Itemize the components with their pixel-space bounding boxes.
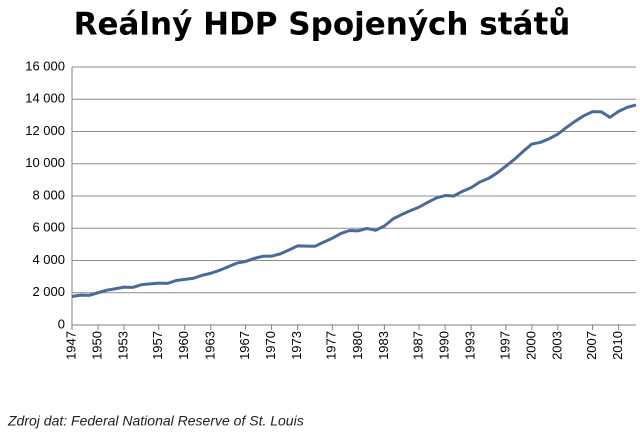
x-tick-label: 1977: [324, 331, 339, 360]
x-tick-label: 1980: [350, 331, 365, 360]
x-tick-label: 1987: [411, 331, 426, 360]
x-tick-label: 2007: [584, 331, 599, 360]
x-tick-label: 1967: [237, 331, 252, 360]
x-tick-label: 1963: [202, 331, 217, 360]
y-tick-label: 12 000: [25, 123, 65, 138]
x-tick-label: 1997: [497, 331, 512, 360]
x-tick-label: 2010: [610, 331, 625, 360]
y-tick-label: 8 000: [32, 187, 65, 202]
x-tick-label: 1970: [263, 331, 278, 360]
y-tick-label: 16 000: [25, 58, 65, 73]
y-tick-label: 6 000: [32, 220, 65, 235]
y-tick-label: 2 000: [32, 284, 65, 299]
x-tick-label: 1960: [176, 331, 191, 360]
x-tick-label: 1953: [115, 331, 130, 360]
x-tick-label: 1983: [376, 331, 391, 360]
x-tick-label: 1990: [437, 331, 452, 360]
x-tick-label: 1957: [150, 331, 165, 360]
x-tick-label: 1993: [463, 331, 478, 360]
chart-title: Reálný HDP Spojených států: [74, 7, 571, 43]
x-tick-label: 2000: [523, 331, 538, 360]
x-tick-label: 1947: [63, 331, 78, 360]
x-tick-label: 1973: [289, 331, 304, 360]
x-tick-label: 2003: [549, 331, 564, 360]
y-tick-label: 14 000: [25, 91, 65, 106]
data-line: [71, 103, 637, 298]
y-tick-label: 4 000: [32, 252, 65, 267]
source-note: Zdroj dat: Federal National Reserve of S…: [7, 413, 304, 429]
y-tick-label: 10 000: [25, 155, 65, 170]
y-tick-label: 0: [58, 316, 65, 331]
x-tick-label: 1950: [89, 331, 104, 360]
